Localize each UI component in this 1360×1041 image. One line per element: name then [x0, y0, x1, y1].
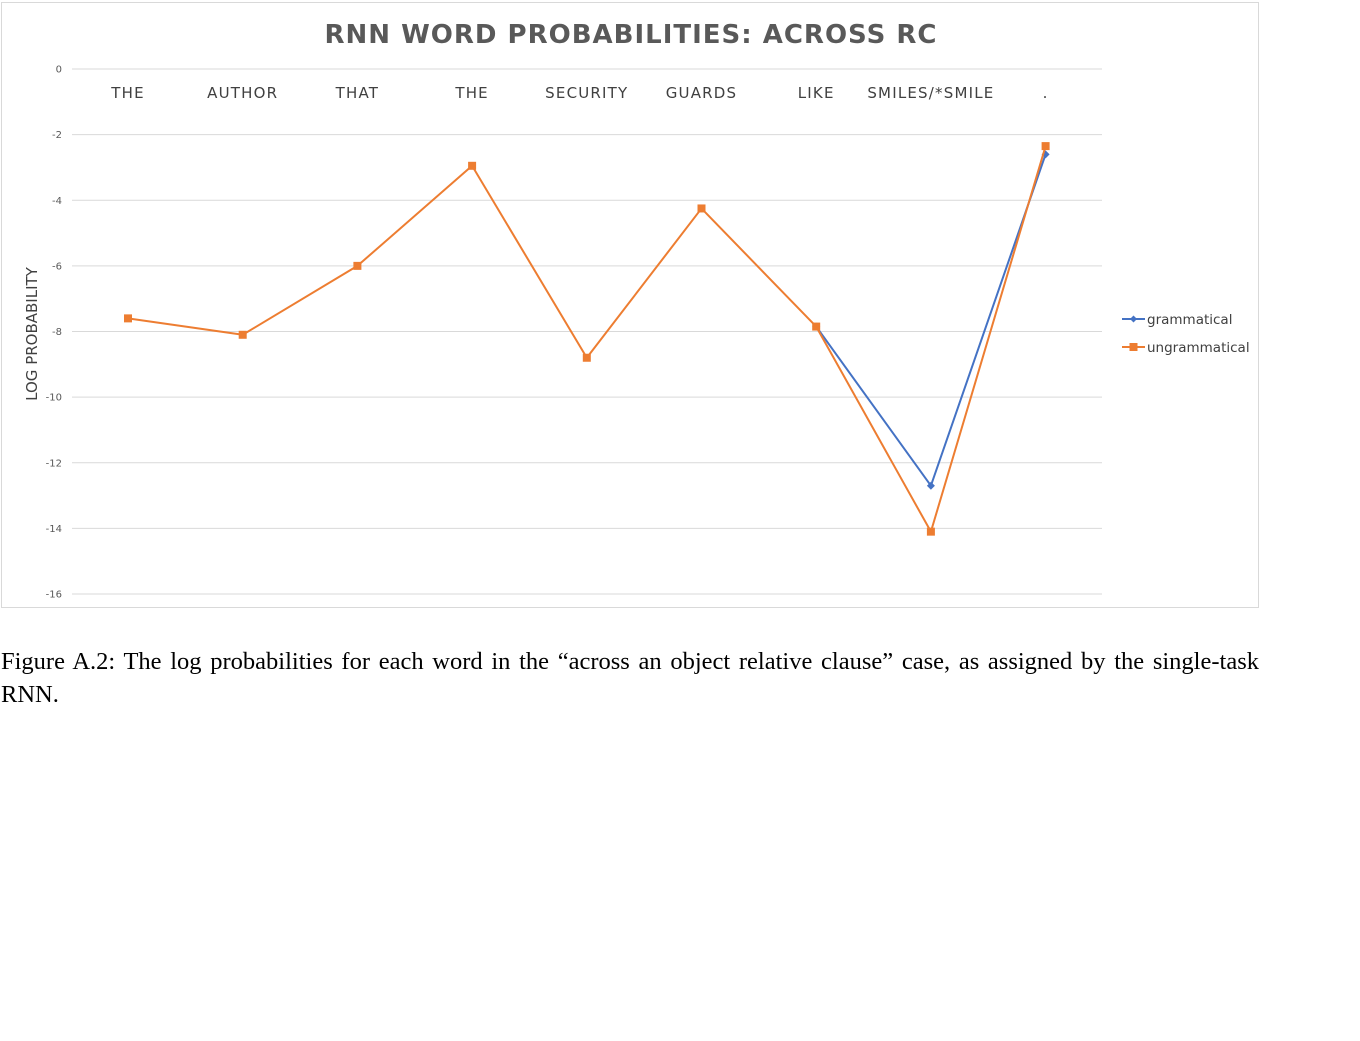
legend-item: grammatical [1122, 312, 1232, 328]
legend-label: grammatical [1147, 312, 1232, 328]
y-tick-label: -6 [52, 261, 62, 272]
series-grammatical [812, 150, 1050, 490]
data-point [697, 204, 706, 213]
data-point [124, 314, 132, 323]
y-tick-label: -16 [46, 590, 62, 601]
category-label: AUTHOR [207, 84, 278, 102]
series-line [815, 153, 1047, 487]
chart-frame: RNN WORD PROBABILITIES: ACROSS RC 0 -2 -4 -… [1, 2, 1259, 608]
y-tick-label: 0 [56, 65, 62, 76]
category-label: THAT [335, 84, 380, 102]
y-tick-label: -10 [46, 393, 62, 404]
data-point [812, 322, 821, 331]
data-point [238, 330, 247, 339]
legend-swatch-marker [1130, 315, 1137, 323]
data-point [353, 261, 362, 270]
figure-caption: Figure A.2: The log probabilities for ea… [1, 648, 1259, 708]
data-point [926, 481, 935, 490]
category-label: LIKE [798, 84, 835, 102]
category-label: . [1043, 84, 1049, 102]
legend-swatch-marker [1129, 343, 1138, 351]
data-point [926, 527, 935, 536]
y-tick-label: -4 [52, 196, 62, 207]
y-tick-label: -14 [46, 524, 62, 535]
legend-item: ungrammatical [1122, 340, 1250, 356]
data-point [582, 353, 591, 362]
y-axis-label: LOG PROBABILITY [23, 266, 41, 401]
y-tick-label: -2 [52, 130, 62, 141]
category-label: THE [110, 84, 145, 102]
legend: grammatical ungrammatical [1122, 312, 1250, 356]
y-tick-label: -8 [52, 327, 62, 338]
chart-title: RNN WORD PROBABILITIES: ACROSS RC [325, 20, 938, 50]
y-tick-label: -12 [46, 458, 62, 469]
data-point [468, 161, 477, 170]
legend-label: ungrammatical [1147, 340, 1250, 356]
category-labels: THE AUTHOR THAT THE SECURITY GUARDS LIKE SMILES… [110, 84, 1049, 102]
category-label: GUARDS [666, 84, 738, 102]
series-ungrammatical [124, 142, 1050, 536]
series-line [127, 145, 1047, 533]
series-lines [124, 142, 1050, 536]
data-point [1041, 142, 1050, 151]
y-tick-labels: 0 -2 -4 -6 -8 -10 -12 -14 -16 [46, 65, 62, 601]
category-label: SECURITY [545, 84, 628, 102]
category-label: THE [454, 84, 489, 102]
category-label: SMILES/*SMILE [867, 84, 994, 102]
line-chart: RNN WORD PROBABILITIES: ACROSS RC 0 -2 -4 -… [23, 20, 1250, 601]
